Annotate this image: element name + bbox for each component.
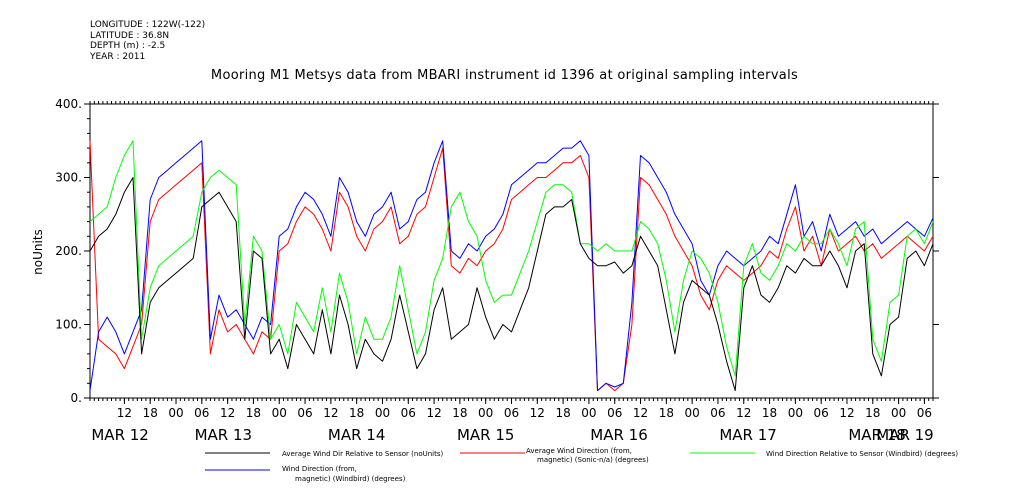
y-tick-label: 0.: [71, 391, 82, 405]
legend: Average Wind Dir Relative to Sensor (noU…: [205, 447, 958, 483]
x-hour-label: 12: [736, 406, 751, 420]
x-hour-label: 06: [194, 406, 209, 420]
y-axis-label: noUnits: [31, 229, 45, 275]
legend-label-2b: magnetic) (Sonic-n/a) (degrees): [537, 456, 649, 464]
x-day-label: MAR 14: [328, 426, 385, 444]
y-tick-label: 300.: [55, 171, 82, 185]
x-hour-label: 18: [762, 406, 777, 420]
x-hour-label: 00: [168, 406, 183, 420]
x-hour-label: 00: [581, 406, 596, 420]
x-hour-label: 06: [814, 406, 829, 420]
x-day-label: MAR 13: [195, 426, 252, 444]
x-day-label: MAR 19: [876, 426, 933, 444]
x-hour-label: 18: [349, 406, 364, 420]
x-hour-label: 12: [839, 406, 854, 420]
x-hour-label: 18: [143, 406, 158, 420]
x-hour-label: 00: [375, 406, 390, 420]
x-hour-label: 18: [659, 406, 674, 420]
legend-label-4a: Wind Direction (from,: [282, 465, 357, 473]
x-hour-label: 18: [865, 406, 880, 420]
x-hour-label: 00: [478, 406, 493, 420]
legend-label-1: Average Wind Dir Relative to Sensor (noU…: [282, 450, 443, 458]
x-hour-label: 00: [788, 406, 803, 420]
x-hour-label: 12: [633, 406, 648, 420]
x-day-label: MAR 17: [719, 426, 776, 444]
series-line-3: [89, 140, 934, 377]
x-hour-label: 18: [555, 406, 570, 420]
x-hour-label: 06: [710, 406, 725, 420]
longitude-text: LONGITUDE : 122W(-122): [90, 20, 206, 30]
x-hour-label: 12: [117, 406, 132, 420]
x-hour-label: 12: [530, 406, 545, 420]
depth-text: DEPTH (m) : -2.5: [90, 41, 166, 51]
legend-label-2a: Average Wind Direction (from,: [526, 447, 632, 455]
plot-frame: [89, 103, 934, 399]
latitude-text: LATITUDE : 36.8N: [90, 30, 170, 41]
chart-title: Mooring M1 Metsys data from MBARI instru…: [210, 68, 799, 83]
x-hour-label: 18: [246, 406, 261, 420]
series-layer: [89, 140, 934, 392]
x-hour-label: 00: [685, 406, 700, 420]
x-day-label: MAR 12: [91, 426, 148, 444]
x-hour-label: 12: [426, 406, 441, 420]
y-tick-label: 100.: [55, 318, 82, 332]
y-tick-label: 200.: [55, 244, 82, 258]
x-hour-label: 06: [917, 406, 932, 420]
x-day-label: MAR 15: [457, 426, 514, 444]
y-tick-label: 400.: [55, 97, 82, 111]
x-hour-label: 06: [401, 406, 416, 420]
x-hour-label: 06: [607, 406, 622, 420]
x-day-label: MAR 16: [590, 426, 647, 444]
series-line-1: [89, 177, 934, 392]
x-hour-label: 06: [504, 406, 519, 420]
x-hour-label: 12: [220, 406, 235, 420]
x-hour-label: 12: [323, 406, 338, 420]
year-text: YEAR : 2011: [90, 51, 146, 62]
x-hour-label: 00: [891, 406, 906, 420]
series-line-4: [89, 140, 934, 392]
legend-label-4b: magnetic) (Windbird) (degrees): [295, 475, 406, 483]
chart-axes: 0. 100. 200. 300. 400. 12 18 00 06 12 18 00 06 12 18 00…: [55, 97, 939, 444]
x-hour-label: 06: [297, 406, 312, 420]
x-hour-label: 00: [272, 406, 287, 420]
x-hour-label: 18: [452, 406, 467, 420]
legend-label-3: Wind Direction Relative to Sensor (Windb…: [766, 450, 958, 458]
metadata-block: LONGITUDE : 122W(-122) LATITUDE : 36.8N …: [90, 20, 205, 62]
x-day-label: MAR 18: [848, 426, 905, 444]
series-line-2: [89, 140, 934, 392]
